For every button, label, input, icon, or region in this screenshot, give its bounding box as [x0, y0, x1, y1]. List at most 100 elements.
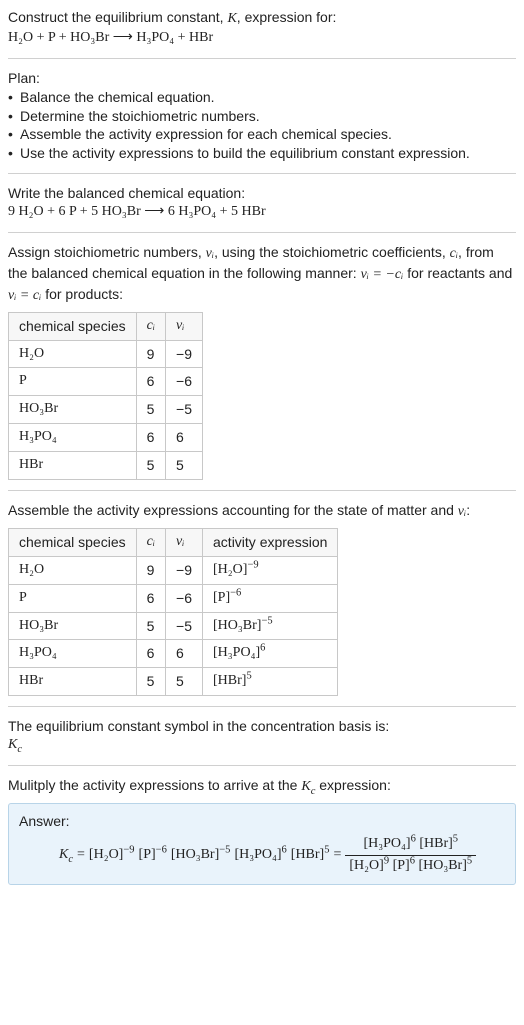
activity-nui: νᵢ [458, 504, 466, 519]
cell-species: P [9, 584, 137, 612]
activity-a: Assemble the activity expressions accoun… [8, 502, 458, 518]
plan-item: •Determine the stoichiometric numbers. [8, 107, 516, 126]
answer-term: [H₃PO₄]6 [234, 846, 286, 865]
term-exp: 6 [411, 833, 416, 844]
table-header-row: chemical species cᵢ νᵢ [9, 312, 203, 340]
plan-item: •Assemble the activity expression for ea… [8, 125, 516, 144]
plan-text: Determine the stoichiometric numbers. [20, 107, 260, 126]
fraction-numerator: [H₃PO₄]6 [HBr]5 [345, 835, 476, 856]
kc-sub: c [17, 744, 22, 755]
multiply-b: expression: [315, 777, 390, 793]
act-exp: −5 [261, 615, 272, 626]
answer-fraction: [H₃PO₄]6 [HBr]5 [H₂O]9 [P]6 [HO₃Br]5 [345, 835, 476, 876]
th-species: chemical species [9, 528, 137, 556]
kc-symbol: Kc [8, 736, 516, 755]
den-term: [HO₃Br]5 [418, 858, 472, 873]
plan-text: Assemble the activity expression for eac… [20, 125, 392, 144]
act-base: [P] [213, 590, 230, 605]
intro-K: K [227, 11, 236, 26]
cell-ci: 9 [136, 340, 165, 368]
separator [8, 765, 516, 766]
separator [8, 232, 516, 233]
th-nui: νᵢ [166, 312, 203, 340]
table-row: P6−6[P]−6 [9, 584, 338, 612]
stoich-a: Assign stoichiometric numbers, [8, 244, 206, 260]
intro-equation: H₂O + P + HO₃Br ⟶ H₃PO₄ + HBr [8, 29, 516, 48]
kc-base: K [301, 779, 310, 794]
plan-text: Use the activity expressions to build th… [20, 144, 470, 163]
term-exp: 6 [410, 855, 415, 866]
term-base: [H₂O] [349, 858, 383, 873]
answer-term: [P]−6 [139, 846, 167, 865]
term-base: [H₂O] [89, 847, 123, 862]
term-base: [P] [139, 847, 156, 862]
fraction-denominator: [H₂O]9 [P]6 [HO₃Br]5 [345, 856, 476, 876]
answer-box: Answer: Kc = [H₂O]−9 [P]−6 [HO₃Br]−5 [H₃… [8, 803, 516, 885]
answer-term: [H₂O]−9 [89, 846, 135, 865]
cell-species: HBr [9, 452, 137, 480]
cell-ci: 6 [136, 424, 165, 452]
act-exp: 5 [246, 671, 251, 682]
cell-nui: −5 [166, 612, 203, 640]
kc-symbol-block: The equilibrium constant symbol in the c… [8, 717, 516, 755]
term-base: [H₃PO₄] [363, 836, 410, 851]
table-row: HBr55 [9, 452, 203, 480]
multiply-a: Mulitply the activity expressions to arr… [8, 777, 301, 793]
cell-species: H₂O [9, 340, 137, 368]
table-row: H₃PO₄66 [9, 424, 203, 452]
act-exp: −9 [247, 559, 258, 570]
cell-species: HBr [9, 668, 137, 696]
stoich-table: chemical species cᵢ νᵢ H₂O9−9 P6−6 HO₃Br… [8, 312, 203, 480]
bullet-mark: • [8, 144, 20, 163]
act-exp: −6 [230, 587, 241, 598]
separator [8, 173, 516, 174]
term-exp: −5 [219, 844, 230, 855]
term-base: [HBr] [291, 847, 324, 862]
cell-nui: 5 [166, 452, 203, 480]
table-row: HBr55[HBr]5 [9, 668, 338, 696]
term-exp: 6 [282, 844, 287, 855]
stoich-e: for products: [41, 286, 123, 302]
th-ci: cᵢ [136, 528, 165, 556]
act-base: [HO₃Br] [213, 618, 261, 633]
kc-sub: c [68, 854, 73, 865]
term-base: [HO₃Br] [418, 858, 466, 873]
bullet-mark: • [8, 107, 20, 126]
cell-nui: −5 [166, 396, 203, 424]
balanced-heading: Write the balanced chemical equation: [8, 184, 516, 203]
stoich-text: Assign stoichiometric numbers, νᵢ, using… [8, 243, 516, 306]
activity-text: Assemble the activity expressions accoun… [8, 501, 516, 522]
act-base: [H₂O] [213, 562, 247, 577]
den-term: [P]6 [393, 858, 415, 873]
act-exp: 6 [260, 643, 265, 654]
cell-activity: [HO₃Br]−5 [203, 612, 338, 640]
bullet-mark: • [8, 88, 20, 107]
activity-table: chemical species cᵢ νᵢ activity expressi… [8, 528, 338, 696]
stoich-d: for reactants and [403, 265, 512, 281]
table-row: HO₃Br5−5[HO₃Br]−5 [9, 612, 338, 640]
cell-species: H₂O [9, 556, 137, 584]
cell-species: H₃PO₄ [9, 424, 137, 452]
plan-item: •Balance the chemical equation. [8, 88, 516, 107]
term-base: [H₃PO₄] [234, 847, 281, 862]
cell-ci: 9 [136, 556, 165, 584]
separator [8, 490, 516, 491]
activity-block: Assemble the activity expressions accoun… [8, 501, 516, 696]
plan-item: •Use the activity expressions to build t… [8, 144, 516, 163]
term-base: [HO₃Br] [171, 847, 219, 862]
cell-activity: [H₃PO₄]6 [203, 640, 338, 668]
num-term: [HBr]5 [419, 836, 458, 851]
cell-species: HO₃Br [9, 396, 137, 424]
table-row: H₃PO₄66[H₃PO₄]6 [9, 640, 338, 668]
cell-ci: 5 [136, 668, 165, 696]
term-exp: 5 [467, 855, 472, 866]
stoich-b: , using the stoichiometric coefficients, [214, 244, 450, 260]
plan-text: Balance the chemical equation. [20, 88, 215, 107]
plan-block: Plan: •Balance the chemical equation. •D… [8, 69, 516, 163]
cell-ci: 6 [136, 368, 165, 396]
cell-nui: −6 [166, 368, 203, 396]
answer-eq2: = [333, 846, 341, 865]
cell-ci: 5 [136, 396, 165, 424]
intro-prefix: Construct the equilibrium constant, [8, 9, 227, 25]
separator [8, 706, 516, 707]
